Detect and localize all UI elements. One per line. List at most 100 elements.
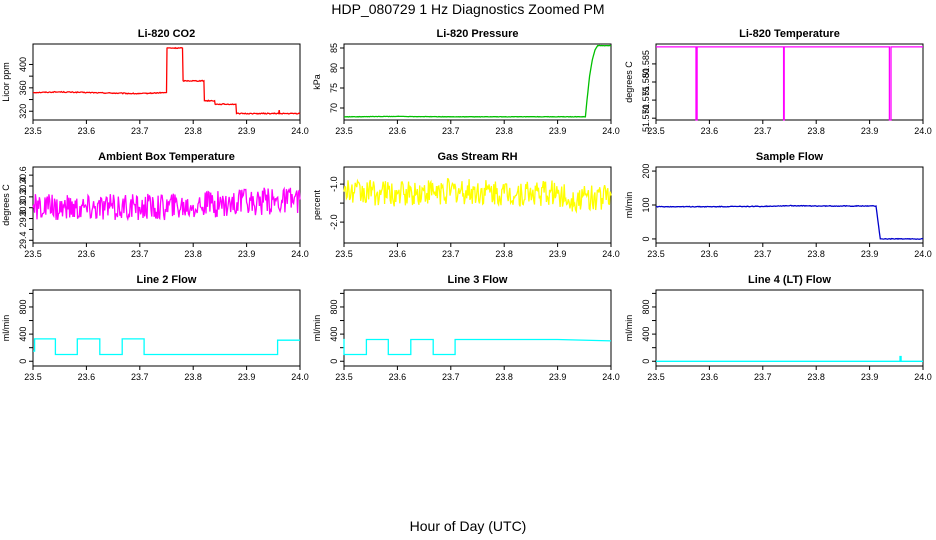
y-axis-label: degrees C <box>624 61 634 103</box>
plot-frame <box>343 166 612 244</box>
panel-title: Li-820 Pressure <box>437 28 519 40</box>
x-tick-label: 23.6 <box>701 126 719 136</box>
chart-panel-6: Sample Flow 23.5 23.6 23.7 23.8 23.9 24.0 0 100 2… <box>624 151 932 259</box>
y-tick-label: 75 <box>329 83 339 93</box>
x-tick-label: 23.7 <box>131 126 149 136</box>
y-tick-label: 200 <box>641 164 651 179</box>
series-line <box>343 338 612 356</box>
y-tick-label: 400 <box>641 327 651 342</box>
y-tick-label: 30.4 <box>18 177 28 195</box>
panel-title: Li-820 Temperature <box>739 28 840 40</box>
x-tick-label: 24.0 <box>602 249 620 259</box>
y-axis-label: ml/min <box>624 192 634 219</box>
y-tick-label: 800 <box>329 299 339 314</box>
x-tick-label: 24.0 <box>914 126 932 136</box>
x-tick-label: 23.5 <box>335 372 353 382</box>
x-tick-label: 23.5 <box>24 126 42 136</box>
y-tick-label: 100 <box>641 197 651 212</box>
panel-title: Line 4 (LT) Flow <box>748 274 831 286</box>
x-tick-label: 23.5 <box>24 372 42 382</box>
panel-title: Li-820 CO2 <box>138 28 195 40</box>
panel-title: Ambient Box Temperature <box>98 151 235 163</box>
y-tick-label: 0 <box>641 236 651 241</box>
x-tick-label: 23.5 <box>647 249 665 259</box>
plot-frame <box>343 43 612 121</box>
series-line <box>656 46 923 121</box>
y-tick-label: -2.0 <box>329 214 339 230</box>
x-tick-label: 23.8 <box>807 372 825 382</box>
x-tick-label: 23.6 <box>389 249 407 259</box>
x-tick-label: 24.0 <box>291 372 309 382</box>
panel-title: Gas Stream RH <box>437 151 517 163</box>
chart-panel-1: Li-820 CO2 23.5 23.6 23.7 23.8 23.9 24.0 320 360… <box>1 28 309 136</box>
x-tick-label: 23.8 <box>807 126 825 136</box>
x-tick-label: 23.9 <box>861 249 879 259</box>
y-tick-label: 400 <box>18 327 28 342</box>
y-tick-label: 30.6 <box>18 166 28 184</box>
chart-panel-2: Li-820 Pressure 23.5 23.6 23.7 23.8 23.9 24.0 7… <box>312 28 620 136</box>
y-tick-label: 80 <box>329 63 339 73</box>
x-tick-label: 23.8 <box>495 249 513 259</box>
x-tick-label: 23.7 <box>442 249 460 259</box>
series-line <box>32 46 301 115</box>
y-tick-label: 29.8 <box>18 210 28 228</box>
x-tick-label: 23.5 <box>24 249 42 259</box>
x-tick-label: 23.6 <box>389 372 407 382</box>
y-axis-label: kPa <box>312 74 322 90</box>
series-line <box>32 186 301 222</box>
y-tick-label: 70 <box>329 103 339 113</box>
series-line <box>33 338 300 356</box>
x-tick-label: 23.6 <box>78 372 96 382</box>
x-tick-label: 23.7 <box>754 372 772 382</box>
series-line <box>655 204 924 241</box>
x-tick-label: 24.0 <box>291 249 309 259</box>
chart-panel-4: Ambient Box Temperature 23.5 23.6 23.7 23.8 2… <box>1 151 309 259</box>
x-tick-label: 23.7 <box>754 126 772 136</box>
y-tick-label: 30.0 <box>18 199 28 217</box>
series-line <box>344 44 611 118</box>
x-tick-label: 23.7 <box>442 372 460 382</box>
series-line <box>656 355 923 362</box>
chart-panel-3: Li-820 Temperature 23.5 23.6 23.7 23.8 23.9 24… <box>624 28 932 136</box>
y-tick-label: 85 <box>329 43 339 53</box>
y-tick-label: 400 <box>329 327 339 342</box>
chart-panel-5: Gas Stream RH 23.5 23.6 23.7 23.8 23.9 24.0 -2.… <box>312 151 620 259</box>
x-tick-label: 24.0 <box>914 249 932 259</box>
y-tick-label: 51.580 <box>641 68 651 96</box>
y-tick-label: 800 <box>641 299 651 314</box>
y-tick-label: 51.585 <box>641 50 651 78</box>
y-tick-label: 0 <box>18 359 28 364</box>
x-tick-label: 23.6 <box>701 249 719 259</box>
y-tick-label: 400 <box>18 57 28 72</box>
series-line <box>343 177 612 214</box>
chart-panel-8: Line 3 Flow 23.5 23.6 23.7 23.8 23.9 24.0 0 400 8… <box>312 274 620 382</box>
panel-title: Line 2 Flow <box>137 274 197 286</box>
chart-panel-9: Line 4 (LT) Flow 23.5 23.6 23.7 23.8 23.9 24.0… <box>624 274 932 382</box>
y-axis-label: degrees C <box>1 184 11 226</box>
x-tick-label: 24.0 <box>914 372 932 382</box>
y-tick-label: 320 <box>18 104 28 119</box>
y-tick-label: 29.4 <box>18 232 28 250</box>
x-tick-label: 23.6 <box>701 372 719 382</box>
x-tick-label: 23.5 <box>335 126 353 136</box>
plot-frame <box>32 43 301 121</box>
x-tick-label: 24.0 <box>291 126 309 136</box>
x-tick-label: 23.7 <box>754 249 772 259</box>
y-axis-label: ml/min <box>1 315 11 342</box>
y-axis-label: ml/min <box>624 315 634 342</box>
x-tick-label: 23.8 <box>184 249 202 259</box>
panel-title: Sample Flow <box>756 151 824 163</box>
x-tick-label: 23.5 <box>647 126 665 136</box>
chart-panel-7: Line 2 Flow 23.5 23.6 23.7 23.8 23.9 24.0 0 400 8… <box>1 274 309 382</box>
x-tick-label: 23.9 <box>861 372 879 382</box>
y-axis-label: Licor ppm <box>1 62 11 102</box>
x-tick-label: 23.9 <box>549 126 567 136</box>
x-tick-label: 23.8 <box>807 249 825 259</box>
x-tick-label: 23.9 <box>238 126 256 136</box>
x-tick-label: 23.6 <box>78 126 96 136</box>
x-tick-label: 23.8 <box>184 126 202 136</box>
x-tick-label: 23.7 <box>442 126 460 136</box>
x-tick-label: 23.7 <box>131 372 149 382</box>
x-tick-label: 23.9 <box>238 249 256 259</box>
